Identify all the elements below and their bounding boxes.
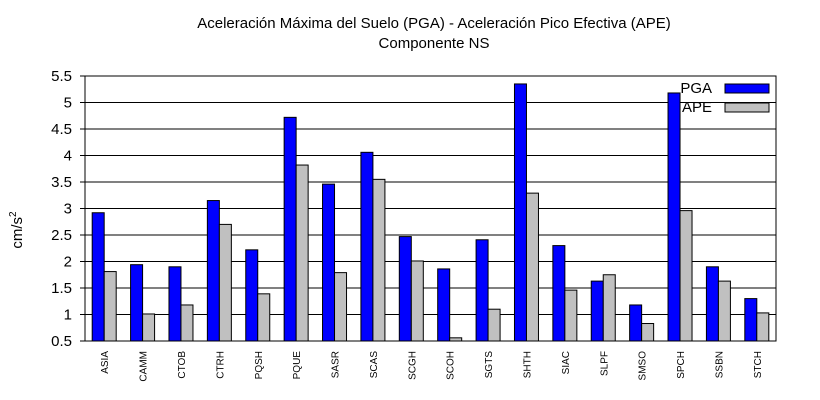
y-tick-label: 1 bbox=[64, 307, 72, 324]
x-tick-label: SGTS bbox=[484, 351, 495, 379]
x-tick-label: CTOB bbox=[177, 351, 188, 379]
legend-label: PGA bbox=[680, 80, 712, 97]
x-tick-label: SCAS bbox=[369, 351, 380, 379]
legend-swatch bbox=[724, 102, 770, 113]
x-tick-label: SPCH bbox=[676, 351, 687, 379]
bar-ape-sgts bbox=[487, 308, 501, 342]
x-tick-label: SCOH bbox=[446, 351, 457, 380]
bar-pga-spch bbox=[667, 92, 681, 342]
x-tick-label: SASR bbox=[331, 351, 342, 378]
bar-ape-camm bbox=[142, 313, 156, 342]
y-tick-label: 4.5 bbox=[51, 121, 72, 138]
y-tick-label: 3 bbox=[64, 201, 72, 218]
bar-ape-slpf bbox=[602, 274, 616, 342]
bar-pga-ssbn bbox=[705, 266, 719, 342]
bar-pga-scgh bbox=[398, 236, 412, 342]
x-tick-label: SSBN bbox=[714, 351, 725, 378]
y-tick-label: 2.5 bbox=[51, 227, 72, 244]
bar-pga-ctob bbox=[168, 266, 182, 342]
y-tick-label: 4 bbox=[64, 148, 72, 165]
bar-pga-shth bbox=[513, 83, 527, 342]
bar-pga-siac bbox=[552, 245, 566, 342]
x-tick-label: CTRH bbox=[215, 351, 226, 379]
x-tick-label: SCGH bbox=[407, 351, 418, 380]
bar-pga-stch bbox=[744, 298, 758, 342]
y-tick-label: 2 bbox=[64, 254, 72, 271]
bar-pga-asia bbox=[91, 212, 105, 342]
bars bbox=[91, 83, 770, 342]
x-tick-label: SMSO bbox=[638, 351, 649, 381]
legend-label: APE bbox=[682, 99, 712, 116]
bar-pga-smso bbox=[629, 304, 643, 342]
bar-ape-pqsh bbox=[257, 293, 271, 342]
x-tick-label: PQSH bbox=[254, 351, 265, 379]
bar-pga-ctrh bbox=[206, 200, 220, 342]
bar-ape-stch bbox=[756, 312, 770, 342]
bar-pga-scoh bbox=[437, 268, 451, 342]
bar-pga-scas bbox=[360, 151, 374, 342]
y-tick-label: 0.5 bbox=[51, 333, 72, 350]
y-axis-ticks: 0.5 1 1.5 2 2.5 3 3.5 4 4.5 5 5.5 bbox=[51, 68, 85, 350]
chart-subtitle: Componente NS bbox=[378, 35, 490, 52]
bar-pga-sgts bbox=[475, 239, 489, 342]
bar-ape-smso bbox=[641, 323, 655, 342]
x-tick-label: SLPF bbox=[599, 351, 610, 376]
x-tick-label: STCH bbox=[753, 351, 764, 378]
bar-ape-asia bbox=[103, 271, 117, 342]
bar-pga-camm bbox=[130, 264, 144, 342]
x-tick-label: SIAC bbox=[561, 351, 572, 374]
bar-ape-ssbn bbox=[717, 280, 731, 342]
bar-ape-shth bbox=[525, 192, 539, 342]
bar-ape-siac bbox=[564, 289, 578, 342]
bar-ape-spch bbox=[679, 210, 693, 342]
bar-pga-pqsh bbox=[245, 249, 259, 342]
x-tick-label: CAMM bbox=[139, 351, 150, 382]
grid-lines bbox=[85, 102, 776, 315]
chart-title: Aceleración Máxima del Suelo (PGA) - Ace… bbox=[197, 15, 671, 32]
bar-ape-ctrh bbox=[218, 223, 232, 342]
x-tick-label: SHTH bbox=[522, 351, 533, 378]
bar-ape-ctob bbox=[180, 304, 194, 342]
legend: PGA APE bbox=[680, 80, 770, 116]
bar-ape-scas bbox=[372, 178, 386, 342]
y-tick-label: 3.5 bbox=[51, 174, 72, 191]
bar-ape-sasr bbox=[334, 272, 348, 342]
x-tick-label: PQUE bbox=[292, 351, 303, 380]
bar-ape-pque bbox=[295, 164, 309, 342]
y-tick-label: 5.5 bbox=[51, 68, 72, 85]
x-axis-ticks: ASIA CAMM CTOB CTRH PQSH PQUE SASR SCAS SCGH SCOH… bbox=[100, 351, 764, 382]
bar-pga-sasr bbox=[322, 183, 336, 342]
bar-pga-pque bbox=[283, 116, 297, 342]
y-tick-label: 5 bbox=[64, 95, 72, 112]
x-tick-label: ASIA bbox=[100, 351, 111, 374]
bar-pga-slpf bbox=[590, 280, 604, 342]
legend-swatch bbox=[724, 83, 770, 94]
y-tick-label: 1.5 bbox=[51, 280, 72, 297]
bar-ape-scgh bbox=[410, 260, 424, 342]
